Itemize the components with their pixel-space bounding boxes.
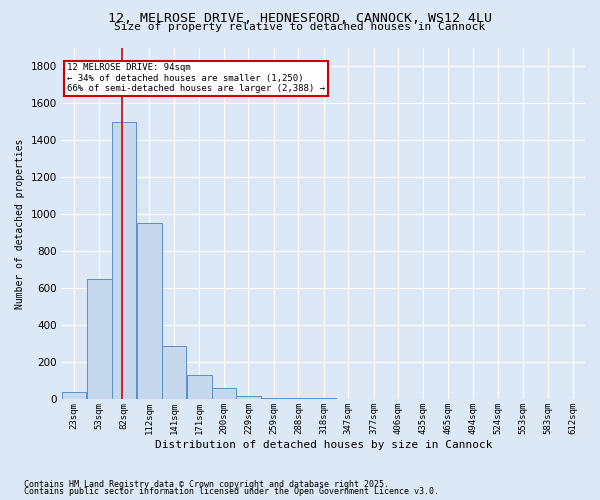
- Bar: [187, 376, 212, 400]
- Text: 12, MELROSE DRIVE, HEDNESFORD, CANNOCK, WS12 4LU: 12, MELROSE DRIVE, HEDNESFORD, CANNOCK, …: [108, 12, 492, 26]
- Bar: [161, 346, 186, 400]
- Y-axis label: Number of detached properties: Number of detached properties: [15, 138, 25, 308]
- Bar: [62, 392, 86, 400]
- Bar: [236, 396, 260, 400]
- Text: Contains public sector information licensed under the Open Government Licence v3: Contains public sector information licen…: [24, 487, 439, 496]
- Bar: [262, 398, 286, 400]
- X-axis label: Distribution of detached houses by size in Cannock: Distribution of detached houses by size …: [155, 440, 492, 450]
- Bar: [87, 279, 112, 400]
- Bar: [137, 224, 161, 400]
- Text: Size of property relative to detached houses in Cannock: Size of property relative to detached ho…: [115, 22, 485, 32]
- Bar: [112, 122, 136, 400]
- Bar: [311, 398, 336, 400]
- Bar: [286, 398, 311, 400]
- Text: Contains HM Land Registry data © Crown copyright and database right 2025.: Contains HM Land Registry data © Crown c…: [24, 480, 389, 489]
- Text: 12 MELROSE DRIVE: 94sqm
← 34% of detached houses are smaller (1,250)
66% of semi: 12 MELROSE DRIVE: 94sqm ← 34% of detache…: [67, 64, 325, 93]
- Bar: [212, 388, 236, 400]
